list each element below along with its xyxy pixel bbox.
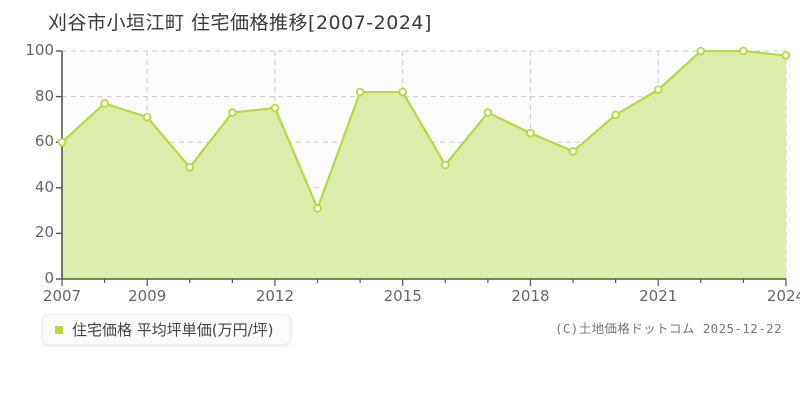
x-axis-tick-label: 2021	[639, 287, 678, 305]
copyright-credit: (C)土地価格ドットコム 2025-12-22	[554, 321, 782, 336]
x-axis-tick-label: 2012	[255, 287, 295, 305]
legend-label: 住宅価格 平均坪単価(万円/坪)	[72, 321, 274, 339]
legend-swatch-icon	[55, 325, 63, 334]
x-axis-tick-label: 2018	[511, 287, 550, 305]
page-title: 刈谷市小垣江町 住宅価格推移[2007-2024]	[48, 12, 432, 34]
y-axis-tick-label: 80	[34, 86, 54, 105]
y-axis-tick-label: 40	[34, 177, 54, 196]
data-point-markers	[57, 46, 791, 213]
x-axis-tick-label: 2007	[42, 287, 82, 305]
series-line	[61, 49, 787, 210]
x-axis-tick-label: 2015	[383, 287, 422, 305]
y-axis-tick-label: 60	[34, 132, 54, 151]
chart-legend: 住宅価格 平均坪単価(万円/坪)	[42, 314, 291, 345]
x-axis-tick-label: 2009	[128, 287, 167, 305]
axis-lines	[61, 51, 786, 280]
x-axis-tick-label: 2024	[766, 287, 800, 305]
axis-tick-marks	[56, 50, 787, 286]
y-axis-tick-label: 100	[25, 41, 54, 59]
area-fill	[62, 51, 786, 279]
y-axis-tick-label: 0	[44, 269, 54, 287]
y-axis-tick-label: 20	[34, 223, 54, 242]
